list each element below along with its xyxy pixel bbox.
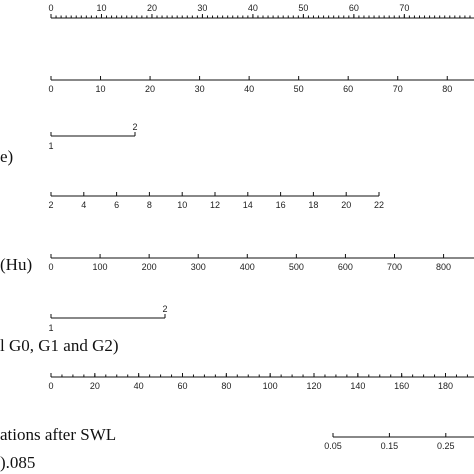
row7-tick-label: 60 xyxy=(177,381,187,391)
row6-label: l G0, G1 and G2) xyxy=(0,336,119,355)
points-tick-label: 60 xyxy=(349,3,359,13)
row7-tick-label: 80 xyxy=(221,381,231,391)
points-tick-label: 70 xyxy=(399,3,409,13)
points-tick-label: 50 xyxy=(298,3,308,13)
points-tick-label: 30 xyxy=(197,3,207,13)
row5-tick-label: 200 xyxy=(142,262,157,272)
row7-tick-label: 20 xyxy=(90,381,100,391)
row5-tick-label: 500 xyxy=(289,262,304,272)
row2-tick-label: 0 xyxy=(48,84,53,94)
row2-tick-label: 20 xyxy=(145,84,155,94)
row6-tick-label: 2 xyxy=(162,304,167,314)
row3-label: e) xyxy=(0,147,13,166)
row-row3: e) 1 2 xyxy=(0,122,138,166)
points-tick-label: 20 xyxy=(147,3,157,13)
row7-tick-label: 0 xyxy=(48,381,53,391)
row-row4: 2 4 6 8 10 12 14 16 18 20 22 xyxy=(48,192,384,210)
row5-tick-label: 600 xyxy=(338,262,353,272)
row2-tick-label: 40 xyxy=(244,84,254,94)
row5-tick-label: 800 xyxy=(436,262,451,272)
row4-tick-label: 14 xyxy=(243,200,253,210)
row9-label: ).085 xyxy=(0,453,35,472)
points-tick-label: 0 xyxy=(48,3,53,13)
row4-tick-label: 4 xyxy=(81,200,86,210)
row5-tick-label: 0 xyxy=(48,262,53,272)
row4-tick-label: 6 xyxy=(114,200,119,210)
row8-tick-label: 0.25 xyxy=(437,441,455,451)
row4-tick-label: 18 xyxy=(308,200,318,210)
row7-tick-label: 100 xyxy=(263,381,278,391)
row-row2: 0 10 20 30 40 50 60 70 80 xyxy=(48,76,474,94)
row2-tick-label: 80 xyxy=(442,84,452,94)
row8-label: ations after SWL xyxy=(0,425,116,444)
row7-tick-label: 160 xyxy=(394,381,409,391)
row5-tick-label: 100 xyxy=(93,262,108,272)
row7-tick-label: 140 xyxy=(350,381,365,391)
row4-tick-label: 8 xyxy=(147,200,152,210)
row4-tick-label: 10 xyxy=(177,200,187,210)
row8-tick-label: 0.05 xyxy=(324,441,342,451)
row-row7: 0 20 40 60 80 100 120 140 160 180 xyxy=(48,373,474,391)
points-tick-label: 10 xyxy=(96,3,106,13)
row4-tick-label: 12 xyxy=(210,200,220,210)
row4-tick-label: 2 xyxy=(48,200,53,210)
row-row8: ations after SWL 0.05 0.15 0.25 xyxy=(0,425,474,451)
points-tick-label: 40 xyxy=(248,3,258,13)
row-row5: (Hu) 0 100 200 300 400 500 600 700 800 xyxy=(0,254,474,274)
row2-tick-label: 50 xyxy=(294,84,304,94)
row2-tick-label: 70 xyxy=(393,84,403,94)
row2-tick-label: 30 xyxy=(195,84,205,94)
row2-tick-label: 10 xyxy=(96,84,106,94)
row6-tick-label: 1 xyxy=(48,323,53,333)
row4-tick-label: 20 xyxy=(341,200,351,210)
row3-tick-label: 1 xyxy=(48,141,53,151)
row4-tick-label: 22 xyxy=(374,200,384,210)
row4-tick-label: 16 xyxy=(276,200,286,210)
row8-tick-label: 0.15 xyxy=(381,441,399,451)
row5-tick-label: 300 xyxy=(191,262,206,272)
row5-tick-label: 700 xyxy=(387,262,402,272)
row3-tick-label: 2 xyxy=(132,122,137,132)
row7-tick-label: 180 xyxy=(438,381,453,391)
row7-tick-label: 40 xyxy=(134,381,144,391)
row2-tick-label: 60 xyxy=(343,84,353,94)
row5-tick-label: 400 xyxy=(240,262,255,272)
row7-tick-label: 120 xyxy=(306,381,321,391)
row-row6: l G0, G1 and G2) 1 2 xyxy=(0,304,168,355)
row5-label: (Hu) xyxy=(0,255,32,274)
row-row9: ).085 xyxy=(0,453,35,472)
row-points: 0 10 20 30 40 50 60 70 xyxy=(48,3,474,19)
